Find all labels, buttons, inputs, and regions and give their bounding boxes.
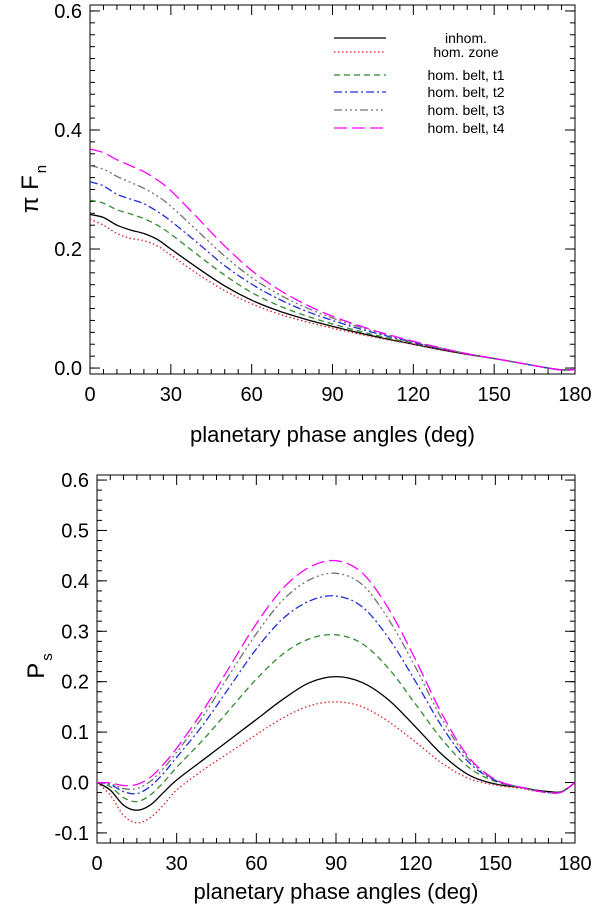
x-tick-label: 30 <box>166 853 188 875</box>
legend-label: hom. belt, t1 <box>427 67 504 83</box>
y-tick-label: 0.4 <box>61 571 89 593</box>
legend-label: hom. belt, t3 <box>427 102 504 118</box>
x-tick-label: 120 <box>397 384 430 406</box>
x-tick-label: 150 <box>479 853 512 875</box>
x-tick-label: 180 <box>558 384 591 406</box>
chart-polarization: 0 30 60 90 120 150 180 -0.1 0.0 0.1 0.2 0.3 0.4 0.5 0.… <box>23 470 592 904</box>
series-line-hom-belt-t2 <box>90 181 575 371</box>
y-tick-label: 0.0 <box>61 773 89 795</box>
y-axis-title-sub: n <box>33 165 50 173</box>
y-tick-label: 0.2 <box>54 239 82 261</box>
series-line-hom-zone <box>90 218 575 371</box>
y-tick-label: 0.4 <box>54 120 82 142</box>
x-tick-label: 90 <box>325 853 347 875</box>
y-tick-label: 0.6 <box>61 470 89 492</box>
series-line-hom-belt-t2 <box>97 595 575 795</box>
y-axis-title: π F n <box>17 165 50 213</box>
x-axis-title: planetary phase angles (deg) <box>194 879 479 904</box>
series-line-inhom- <box>90 213 575 371</box>
x-tick-label: 60 <box>241 384 263 406</box>
legend-label: hom. zone <box>433 44 499 60</box>
x-tick-label: 30 <box>160 384 182 406</box>
x-tick-label: 60 <box>245 853 267 875</box>
y-axis-title-text: Ps <box>23 653 56 679</box>
x-axis-title: planetary phase angles (deg) <box>190 422 475 447</box>
series-line-hom-belt-t3 <box>90 165 575 371</box>
legend-label: inhom. <box>445 30 487 46</box>
x-tick-label: 180 <box>558 853 591 875</box>
y-tick-label: 0.2 <box>61 672 89 694</box>
series-line-hom-belt-t4 <box>97 559 575 794</box>
y-axis-title-sub: s <box>39 653 56 661</box>
y-tick-label: 0.1 <box>61 722 89 744</box>
x-tick-label: 90 <box>321 384 343 406</box>
chart-flux: 0 30 60 90 120 150 180 0.0 0.2 0.4 0.6 planetary ph… <box>17 1 592 447</box>
x-tick-label: 0 <box>84 384 95 406</box>
x-tick-label: 150 <box>477 384 510 406</box>
y-tick-label: 0.5 <box>61 520 89 542</box>
y-axis-title: Ps <box>23 653 56 679</box>
series-line-hom-belt-t4 <box>90 148 575 371</box>
legend-label: hom. belt, t2 <box>427 84 504 100</box>
x-tick-label: 0 <box>91 853 102 875</box>
y-axis-title-main: P <box>23 663 50 679</box>
legend-label: hom. belt, t4 <box>427 120 504 136</box>
y-tick-label: 0.3 <box>61 621 89 643</box>
y-axis-title-main: π F <box>17 175 44 213</box>
y-tick-label: -0.1 <box>55 823 89 845</box>
y-tick-label: 0.6 <box>54 1 82 23</box>
y-tick-label: 0.0 <box>54 358 82 380</box>
y-axis-title-text: π F n <box>17 165 50 213</box>
series-line-hom-belt-t1 <box>90 199 575 371</box>
series-line-hom-belt-t1 <box>97 633 575 803</box>
series-line-hom-belt-t3 <box>97 572 575 794</box>
series-line-inhom- <box>97 675 575 811</box>
x-tick-label: 120 <box>399 853 432 875</box>
